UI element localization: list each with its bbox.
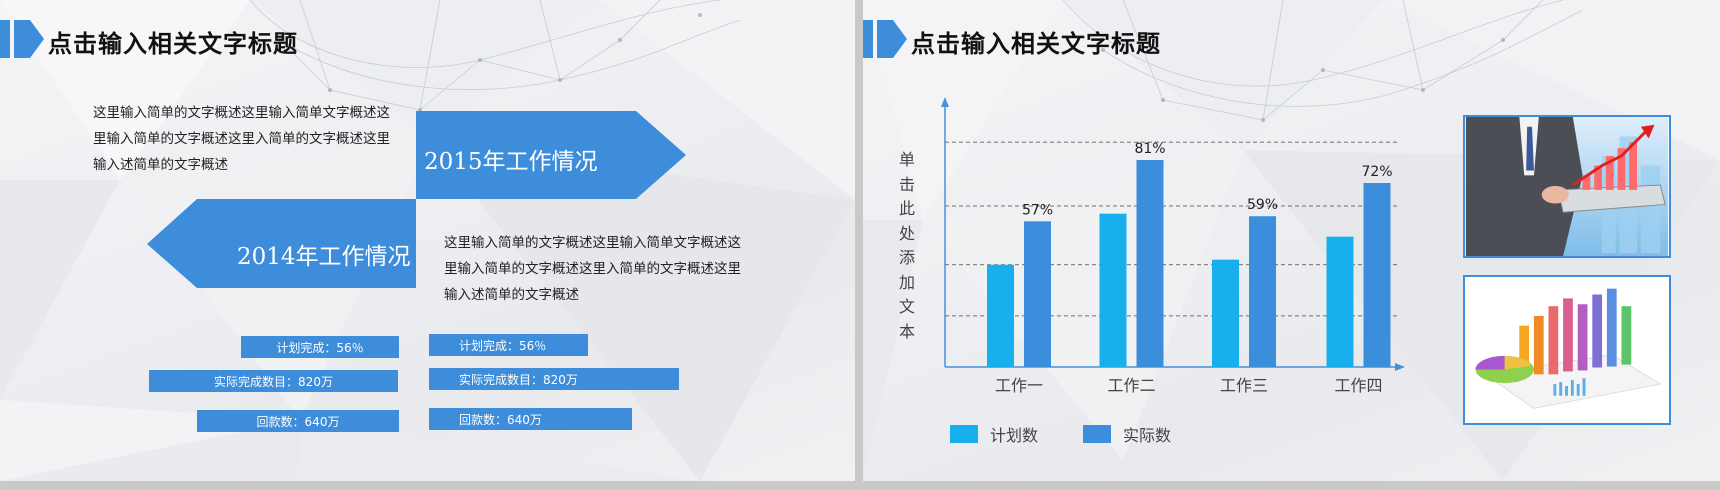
legend-item-actual: 实际数 xyxy=(1083,422,1171,446)
business-photo-illustration xyxy=(1465,117,1669,256)
title-bookmark-icon xyxy=(863,20,907,58)
bar-plan-1 xyxy=(1099,213,1127,367)
y-axis-label-char: 本 xyxy=(898,321,915,341)
bar-plan-2 xyxy=(1212,259,1239,367)
slide-left: 点击输入相关文字标题 这里输入简单的文字概述这里输入简单文字概述这里输入简单的文… xyxy=(0,0,855,481)
top-paragraph: 这里输入简单的文字概述这里输入简单文字概述这里输入简单的文字概述这里入简单的文字… xyxy=(93,105,390,173)
y-axis-label-char: 文 xyxy=(898,297,915,316)
bar-actual-0 xyxy=(1024,221,1051,367)
page-title: 点击输入相关文字标题 xyxy=(911,30,1161,58)
x-axis-arrow xyxy=(1395,363,1405,371)
legend-swatch-actual xyxy=(1083,425,1111,443)
x-tick-label-3: 工作四 xyxy=(1334,376,1382,395)
legend-label-actual: 实际数 xyxy=(1123,426,1172,445)
title-bookmark-icon xyxy=(0,20,44,58)
arrow-2015-label: 2015年工作情况 xyxy=(424,149,598,175)
x-tick-label-2: 工作三 xyxy=(1220,376,1268,395)
arrow-shapes xyxy=(147,111,686,288)
page-title: 点击输入相关文字标题 xyxy=(48,30,298,58)
stat-payment-left: 回款数：640万 xyxy=(197,410,399,432)
stat-actual-left: 实际完成数目：820万 xyxy=(149,370,398,392)
stat-payment-right: 回款数：640万 xyxy=(429,408,632,430)
chart-gridlines xyxy=(945,141,1397,317)
stat-plan-left: 计划完成：56％ xyxy=(241,336,399,358)
stat-plan-right: 计划完成：56％ xyxy=(429,334,588,356)
mid-paragraph: 这里输入简单的文字概述这里输入简单文字概述这里输入简单的文字概述这里入简单的文字… xyxy=(444,235,741,303)
y-axis-arrow xyxy=(941,97,949,107)
business-tablet-photo xyxy=(1463,115,1671,258)
bar-actual-3 xyxy=(1363,183,1391,367)
y-axis-label-char: 加 xyxy=(898,272,915,292)
chart-x-tick-labels: 工作一 工作二 工作三 工作四 xyxy=(995,376,1383,395)
data-label-2: 59% xyxy=(1247,197,1278,213)
data-label-0: 57% xyxy=(1022,202,1053,218)
y-axis-label-char: 添 xyxy=(898,248,915,267)
data-label-1: 81% xyxy=(1134,141,1165,157)
3d-chart-graphic xyxy=(1465,277,1669,423)
chart-data-labels: 57% 81% 59% 72% xyxy=(1022,141,1393,218)
chart-bars xyxy=(987,160,1391,367)
x-tick-label-0: 工作一 xyxy=(995,376,1043,395)
legend-item-plan: 计划数 xyxy=(950,422,1038,446)
y-axis-label-char: 此 xyxy=(898,199,915,218)
y-axis-label-char: 处 xyxy=(898,223,915,243)
bar-plan-3 xyxy=(1326,236,1354,367)
chart-y-axis-label: 单击此处添加文本 xyxy=(897,148,917,344)
arrow-2015 xyxy=(416,111,686,199)
arrow-2014-label: 2014年工作情况 xyxy=(237,244,411,270)
stat-actual-right: 实际完成数目：820万 xyxy=(429,368,679,390)
bar-plan-0 xyxy=(987,264,1014,367)
legend-swatch-plan xyxy=(950,425,978,443)
bar-actual-1 xyxy=(1136,160,1164,367)
legend-label-plan: 计划数 xyxy=(990,426,1039,445)
data-label-3: 72% xyxy=(1361,164,1392,180)
bar-chart: 57% 81% 59% 72% 工作一 工作二 工作三 工作四 xyxy=(941,97,1405,395)
bar-actual-2 xyxy=(1249,216,1276,367)
y-axis-label-char: 单 xyxy=(898,150,915,169)
x-tick-label-1: 工作二 xyxy=(1107,376,1155,395)
chart-axes xyxy=(941,97,1405,371)
arrow-2014 xyxy=(147,199,416,288)
3d-chart-illustration xyxy=(1463,275,1671,425)
y-axis-label-char: 击 xyxy=(898,174,915,194)
